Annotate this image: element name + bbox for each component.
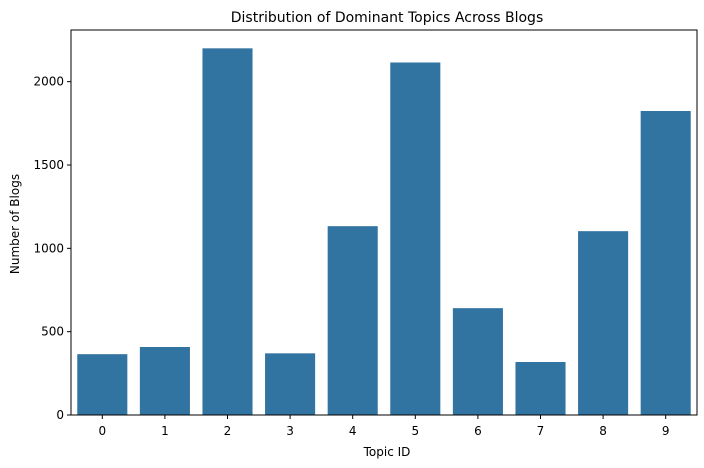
x-tick-label: 9	[662, 424, 670, 438]
y-tick-label: 500	[41, 325, 64, 339]
bar-topic-5	[390, 62, 441, 415]
x-tick-label: 2	[224, 424, 232, 438]
plot-frame	[70, 29, 698, 416]
x-tick-label: 7	[537, 424, 545, 438]
bar-topic-7	[515, 362, 566, 415]
bar-topic-3	[265, 353, 316, 415]
bar-topic-1	[139, 347, 190, 415]
y-tick-label: 2000	[33, 75, 64, 89]
y-axis-ticks: 0 500 1000 1500 2000	[33, 75, 71, 422]
x-tick-label: 8	[599, 424, 607, 438]
bar-topic-8	[578, 231, 629, 415]
x-tick-label: 4	[349, 424, 357, 438]
bar-topic-0	[77, 354, 128, 415]
y-tick-label: 1500	[33, 158, 64, 172]
x-tick-label: 6	[474, 424, 482, 438]
bars-group	[77, 48, 691, 415]
x-axis-ticks: 0 1 2 3 4 5 6 7 8 9	[98, 415, 670, 438]
bar-topic-2	[202, 48, 253, 415]
bar-topic-6	[452, 308, 503, 415]
x-tick-label: 1	[161, 424, 169, 438]
bar-topic-4	[327, 226, 378, 415]
y-axis-label: Number of Blogs	[8, 174, 22, 274]
chart-title: Distribution of Dominant Topics Across B…	[231, 10, 543, 26]
x-axis-label: Topic ID	[363, 445, 411, 459]
y-tick-label: 1000	[33, 241, 64, 255]
y-tick-label: 0	[56, 408, 64, 422]
bar-topic-9	[640, 111, 691, 415]
x-tick-label: 3	[286, 424, 294, 438]
x-tick-label: 0	[98, 424, 106, 438]
x-tick-label: 5	[411, 424, 419, 438]
